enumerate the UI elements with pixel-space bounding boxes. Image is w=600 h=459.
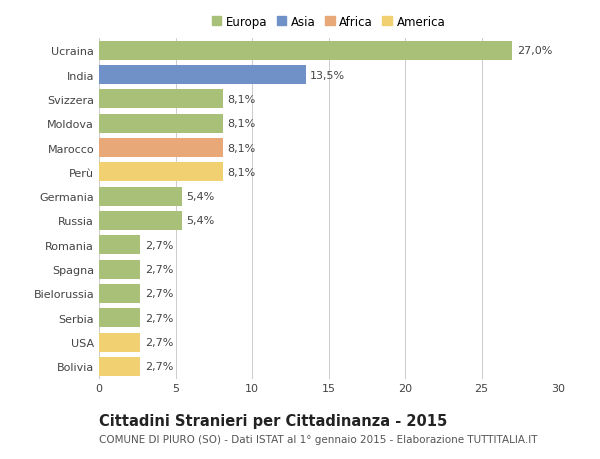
Legend: Europa, Asia, Africa, America: Europa, Asia, Africa, America bbox=[207, 11, 450, 34]
Bar bbox=[99, 187, 182, 206]
Text: COMUNE DI PIURO (SO) - Dati ISTAT al 1° gennaio 2015 - Elaborazione TUTTITALIA.I: COMUNE DI PIURO (SO) - Dati ISTAT al 1° … bbox=[99, 434, 538, 444]
Text: 8,1%: 8,1% bbox=[227, 95, 256, 105]
Bar bbox=[99, 284, 140, 303]
Text: 5,4%: 5,4% bbox=[186, 216, 214, 226]
Text: 8,1%: 8,1% bbox=[227, 143, 256, 153]
Text: 2,7%: 2,7% bbox=[145, 264, 173, 274]
Text: 2,7%: 2,7% bbox=[145, 289, 173, 299]
Bar bbox=[99, 163, 223, 182]
Bar bbox=[99, 260, 140, 279]
Text: 2,7%: 2,7% bbox=[145, 240, 173, 250]
Text: 8,1%: 8,1% bbox=[227, 119, 256, 129]
Bar bbox=[99, 90, 223, 109]
Bar bbox=[99, 139, 223, 157]
Bar bbox=[99, 333, 140, 352]
Text: 2,7%: 2,7% bbox=[145, 337, 173, 347]
Bar bbox=[99, 212, 182, 230]
Text: 13,5%: 13,5% bbox=[310, 70, 345, 80]
Bar bbox=[99, 66, 305, 85]
Bar bbox=[99, 357, 140, 376]
Text: 2,7%: 2,7% bbox=[145, 362, 173, 371]
Bar bbox=[99, 114, 223, 134]
Bar bbox=[99, 308, 140, 327]
Text: 5,4%: 5,4% bbox=[186, 192, 214, 202]
Text: 2,7%: 2,7% bbox=[145, 313, 173, 323]
Text: 27,0%: 27,0% bbox=[517, 46, 552, 56]
Text: 8,1%: 8,1% bbox=[227, 168, 256, 178]
Bar bbox=[99, 236, 140, 255]
Text: Cittadini Stranieri per Cittadinanza - 2015: Cittadini Stranieri per Cittadinanza - 2… bbox=[99, 413, 447, 428]
Bar bbox=[99, 42, 512, 61]
